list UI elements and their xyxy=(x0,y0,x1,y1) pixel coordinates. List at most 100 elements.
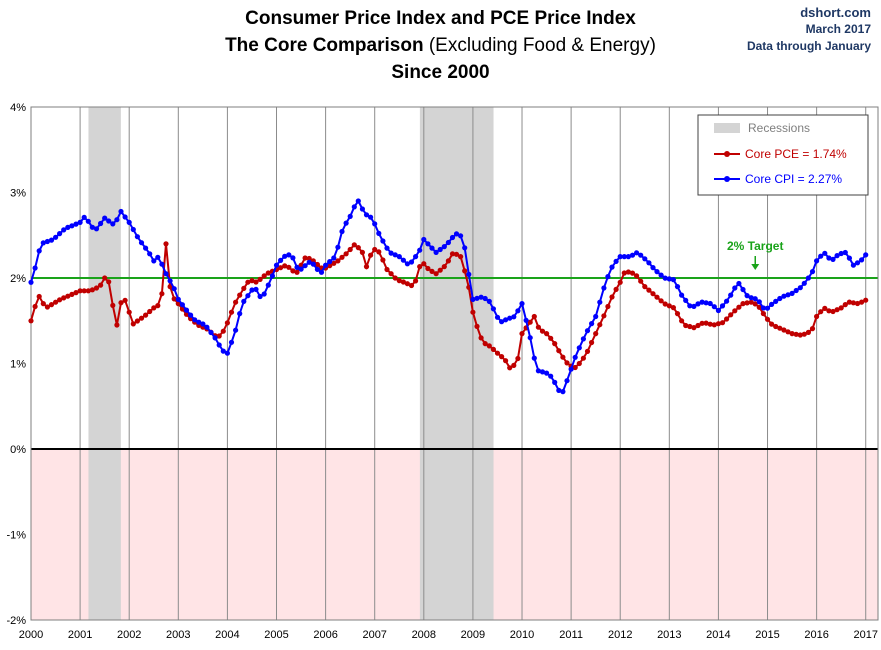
core-cpi-point xyxy=(863,252,869,258)
core-cpi-point xyxy=(253,286,259,292)
core-cpi-point xyxy=(89,224,95,230)
core-pce-point xyxy=(724,316,730,322)
core-pce-point xyxy=(147,308,153,315)
core-pce-point xyxy=(114,322,120,328)
core-pce-point xyxy=(814,313,820,320)
core-cpi-point xyxy=(715,307,722,314)
core-pce-point xyxy=(253,279,259,285)
core-pce-point xyxy=(613,286,619,292)
core-cpi-point xyxy=(797,285,803,291)
core-cpi-point xyxy=(196,319,202,325)
core-cpi-point xyxy=(421,236,427,243)
core-pce-point xyxy=(470,309,476,315)
chart-title-line3: Since 2000 xyxy=(391,62,490,83)
core-cpi-point xyxy=(814,258,820,264)
core-pce-point xyxy=(380,257,386,263)
core-cpi-point xyxy=(609,264,615,270)
core-cpi-point xyxy=(826,255,832,261)
core-cpi-point xyxy=(785,292,791,298)
core-pce-point xyxy=(539,328,546,334)
core-pce-point xyxy=(854,300,861,307)
x-tick-label: 2006 xyxy=(313,629,337,641)
core-pce-point xyxy=(781,327,787,333)
core-pce-point xyxy=(343,251,349,257)
core-pce-point xyxy=(261,273,267,279)
core-cpi-point xyxy=(695,301,701,307)
core-cpi-point xyxy=(200,321,206,327)
core-pce-point xyxy=(507,365,513,371)
core-pce-point xyxy=(490,346,496,352)
core-pce-point xyxy=(625,269,632,275)
core-cpi-point xyxy=(147,251,153,257)
core-cpi-point xyxy=(568,366,574,372)
core-cpi-point xyxy=(556,387,562,393)
chart-title-bold: The Core Comparison xyxy=(225,35,424,56)
core-pce-point xyxy=(683,322,689,329)
core-pce-point xyxy=(388,271,394,277)
core-cpi-point xyxy=(830,256,836,262)
core-cpi-point xyxy=(732,285,738,291)
core-pce-point xyxy=(306,255,312,262)
core-cpi-point xyxy=(535,368,542,374)
core-cpi-point xyxy=(368,214,374,220)
core-pce-point xyxy=(634,273,640,279)
core-cpi-point xyxy=(748,295,754,301)
target-arrow-icon xyxy=(751,264,760,270)
x-tick-label: 2013 xyxy=(657,629,681,641)
core-pce-point xyxy=(818,309,824,315)
core-cpi-point xyxy=(462,245,468,251)
core-pce-point xyxy=(249,278,255,284)
core-pce-point xyxy=(77,288,83,294)
core-cpi-point xyxy=(339,228,345,235)
core-cpi-point xyxy=(736,280,742,287)
core-cpi-point xyxy=(597,299,603,305)
core-pce-point xyxy=(445,258,451,264)
core-cpi-point xyxy=(167,278,173,284)
core-pce-point xyxy=(53,299,59,305)
core-pce-point xyxy=(560,354,566,360)
core-cpi-point xyxy=(302,263,308,269)
core-cpi-point xyxy=(306,259,312,265)
core-pce-point xyxy=(294,269,300,275)
legend-pce-label: Core PCE = 1.74% xyxy=(745,147,847,161)
core-cpi-point xyxy=(48,237,55,243)
legend-recession-swatch xyxy=(714,123,740,133)
core-pce-point xyxy=(769,321,775,327)
core-pce-point xyxy=(155,303,161,309)
core-cpi-point xyxy=(208,329,214,336)
core-pce-point xyxy=(642,284,648,290)
core-pce-point xyxy=(732,308,738,314)
core-cpi-point xyxy=(818,253,824,259)
core-pce-point xyxy=(679,318,685,324)
core-cpi-point xyxy=(629,252,636,258)
core-cpi-point xyxy=(580,336,587,342)
core-pce-point xyxy=(764,316,771,322)
core-pce-point xyxy=(265,270,271,276)
core-cpi-point xyxy=(81,214,87,220)
core-cpi-point xyxy=(310,261,316,267)
core-pce-point xyxy=(666,303,672,309)
core-pce-point xyxy=(233,299,239,305)
core-pce-point xyxy=(617,279,623,285)
core-cpi-point xyxy=(781,293,787,299)
core-pce-point xyxy=(257,276,263,282)
core-cpi-point xyxy=(126,219,132,225)
core-pce-point xyxy=(601,313,607,319)
core-pce-point xyxy=(863,297,869,303)
core-cpi-point xyxy=(445,239,451,246)
core-pce-point xyxy=(40,301,46,307)
x-tick-label: 2010 xyxy=(510,629,534,641)
core-pce-point xyxy=(171,296,177,302)
core-cpi-point xyxy=(396,254,402,260)
core-pce-point xyxy=(363,264,370,270)
core-cpi-point xyxy=(576,345,582,351)
core-cpi-point xyxy=(548,373,554,379)
core-cpi-point xyxy=(617,254,623,260)
core-pce-point xyxy=(859,299,865,305)
core-pce-point xyxy=(486,343,492,349)
core-cpi-point xyxy=(756,299,762,305)
core-cpi-point xyxy=(674,284,681,290)
source-block: dshort.com March 2017 Data through Janua… xyxy=(747,4,871,55)
core-pce-point xyxy=(797,332,803,338)
core-pce-point xyxy=(785,329,791,335)
